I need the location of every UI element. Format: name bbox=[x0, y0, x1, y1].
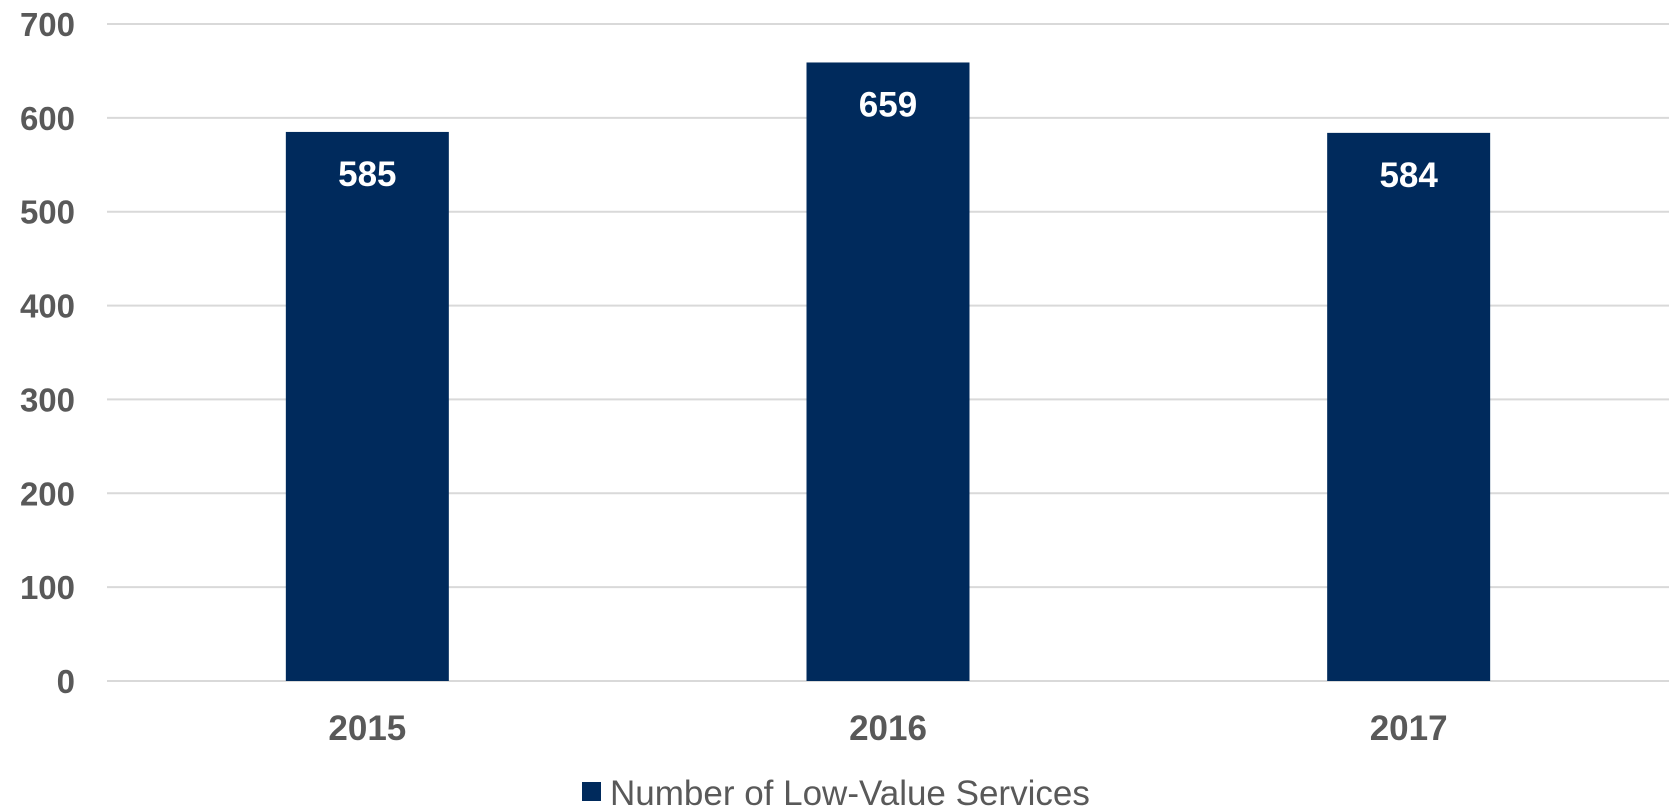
bars bbox=[285, 62, 1491, 682]
y-axis-ticks: 0 100 200 300 400 500 600 700 bbox=[20, 6, 75, 700]
y-tick-label: 400 bbox=[20, 288, 75, 325]
bar bbox=[1327, 132, 1491, 682]
data-labels: 585 659 584 bbox=[338, 85, 1438, 194]
legend-swatch bbox=[582, 782, 601, 801]
y-tick-label: 500 bbox=[20, 194, 75, 231]
bar-value-label: 584 bbox=[1379, 156, 1438, 195]
y-tick-label: 700 bbox=[20, 6, 75, 43]
y-tick-label: 100 bbox=[20, 569, 75, 606]
x-tick-label: 2016 bbox=[849, 709, 927, 748]
x-axis-ticks: 2015 2016 2017 bbox=[328, 709, 1447, 748]
x-tick-label: 2017 bbox=[1370, 709, 1448, 748]
bar-value-label: 585 bbox=[338, 155, 396, 194]
bar bbox=[285, 131, 449, 681]
y-tick-label: 0 bbox=[57, 663, 75, 700]
bar-value-label: 659 bbox=[859, 85, 917, 124]
y-tick-label: 600 bbox=[20, 100, 75, 137]
legend: Number of Low-Value Services bbox=[582, 774, 1090, 810]
legend-label: Number of Low-Value Services bbox=[610, 774, 1090, 810]
y-tick-label: 200 bbox=[20, 475, 75, 512]
x-tick-label: 2015 bbox=[328, 709, 406, 748]
bar bbox=[806, 62, 970, 681]
y-tick-label: 300 bbox=[20, 381, 75, 418]
